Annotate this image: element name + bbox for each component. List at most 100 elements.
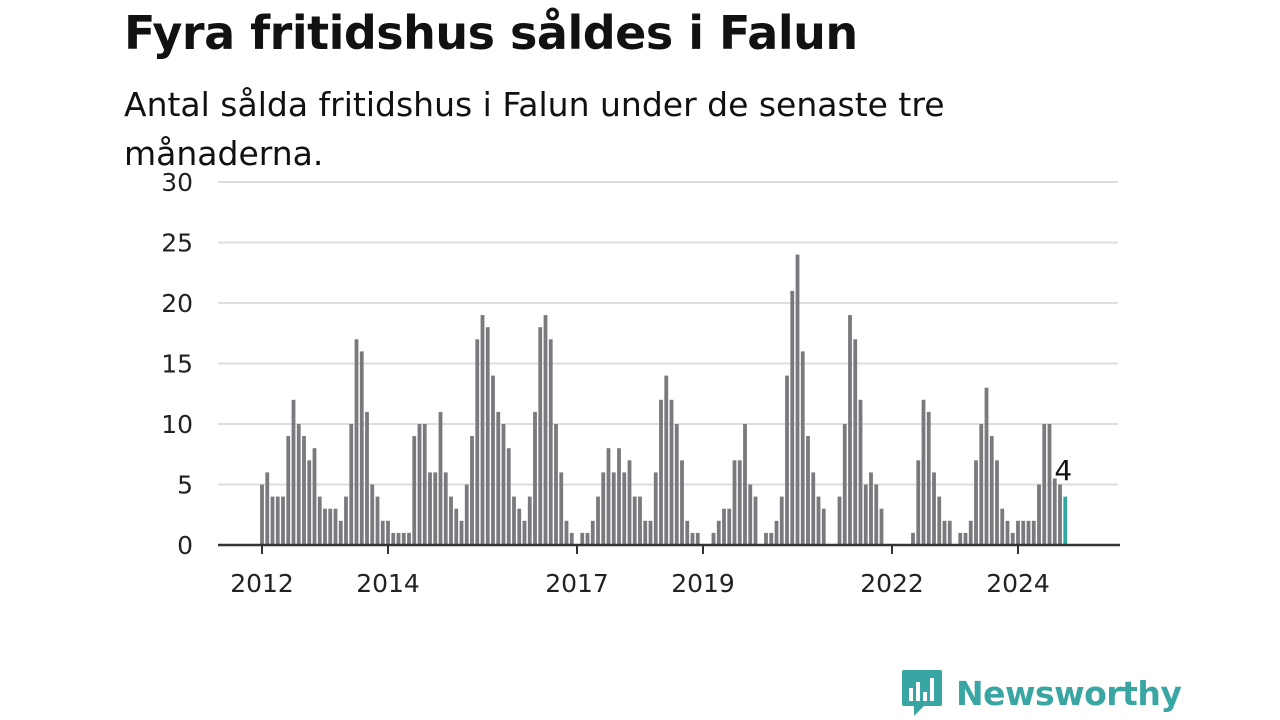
bar xyxy=(1005,520,1010,545)
bar xyxy=(412,436,417,545)
bar xyxy=(648,520,653,545)
bar xyxy=(727,508,732,545)
bar xyxy=(695,532,700,545)
bar xyxy=(286,436,291,545)
bar xyxy=(564,520,569,545)
bar xyxy=(816,496,821,545)
bar xyxy=(433,472,438,545)
bar xyxy=(659,399,663,545)
bar xyxy=(1026,520,1031,545)
bar xyxy=(753,496,758,545)
bar xyxy=(942,520,947,545)
annotations: 4 xyxy=(1054,454,1072,487)
bar xyxy=(569,532,574,545)
bar xyxy=(811,472,816,545)
bar xyxy=(963,532,968,545)
bar xyxy=(947,520,952,545)
bar xyxy=(785,375,789,545)
bar xyxy=(401,532,406,545)
bar xyxy=(512,496,516,545)
bar xyxy=(475,339,480,545)
bar xyxy=(869,472,873,545)
bar xyxy=(522,520,527,545)
bar xyxy=(328,508,333,545)
bar xyxy=(821,508,826,545)
bar xyxy=(538,327,543,545)
bar xyxy=(449,496,453,545)
bar xyxy=(916,460,921,545)
bar xyxy=(680,460,684,545)
bar xyxy=(296,424,301,545)
bar xyxy=(265,472,270,545)
bar xyxy=(517,508,522,545)
x-tick-label: 2012 xyxy=(230,569,294,598)
bar xyxy=(386,520,390,545)
bar xyxy=(874,484,879,545)
bar xyxy=(1047,424,1052,545)
bar xyxy=(1021,520,1026,545)
bar xyxy=(275,496,280,545)
bar xyxy=(1016,520,1020,545)
bar xyxy=(333,508,338,545)
bar xyxy=(643,520,648,545)
y-tick-label: 25 xyxy=(161,229,193,258)
bar xyxy=(984,387,989,545)
bar xyxy=(958,532,963,545)
bar xyxy=(596,496,600,545)
y-tick-label: 20 xyxy=(161,289,193,318)
bar xyxy=(638,496,642,545)
bar xyxy=(774,520,779,545)
bar xyxy=(496,411,501,545)
bar xyxy=(716,520,721,545)
bar xyxy=(627,460,632,545)
bar xyxy=(1052,478,1057,545)
bar xyxy=(853,339,858,545)
bar xyxy=(454,508,459,545)
y-tick-label: 10 xyxy=(161,410,193,439)
bar xyxy=(491,375,495,545)
chart-subtitle: Antal sålda fritidshus i Falun under de … xyxy=(124,85,945,173)
bar xyxy=(559,472,564,545)
newsworthy-logo: Newsworthy xyxy=(900,668,1182,718)
x-tick-label: 2014 xyxy=(356,569,420,598)
bar xyxy=(1031,520,1036,545)
bar xyxy=(722,508,726,545)
bar xyxy=(349,424,354,545)
bar xyxy=(732,460,737,545)
bar xyxy=(606,448,611,545)
bar xyxy=(685,520,690,545)
y-tick-label: 15 xyxy=(161,350,193,379)
bar xyxy=(260,484,264,545)
bar xyxy=(396,532,401,545)
bar xyxy=(674,424,679,545)
latest-value-label: 4 xyxy=(1054,454,1072,487)
bar xyxy=(317,496,322,545)
bar xyxy=(974,460,978,545)
y-tick-label: 30 xyxy=(161,168,193,197)
bar xyxy=(858,399,863,545)
y-axis: 0 5 10 15 20 25 30 xyxy=(161,168,193,560)
bars xyxy=(260,254,1068,545)
bar xyxy=(995,460,999,545)
bar xyxy=(590,520,595,545)
bar xyxy=(748,484,753,545)
bar xyxy=(302,436,306,545)
bar xyxy=(1010,532,1015,545)
bar xyxy=(443,472,448,545)
bar xyxy=(459,520,464,545)
bar xyxy=(533,411,537,545)
bar xyxy=(323,508,327,545)
bar xyxy=(375,496,380,545)
x-axis: 2012 2014 2017 2019 2022 2024 xyxy=(218,543,1120,598)
bar xyxy=(795,254,800,545)
bar xyxy=(554,424,558,545)
bar xyxy=(543,315,548,545)
bar xyxy=(690,532,695,545)
bar xyxy=(842,424,847,545)
x-tick-label: 2017 xyxy=(545,569,609,598)
bar xyxy=(979,424,984,545)
bar xyxy=(863,484,868,545)
bar xyxy=(391,532,396,545)
x-tick-label: 2019 xyxy=(671,569,735,598)
bar xyxy=(407,532,411,545)
